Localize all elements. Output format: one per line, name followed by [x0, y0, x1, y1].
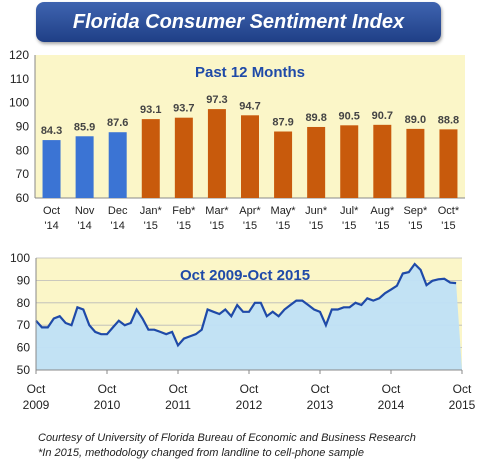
- y-tick-label: 80: [17, 296, 31, 310]
- x-tick-label-year: '14: [44, 220, 58, 232]
- chart-subtitle: Past 12 Months: [195, 64, 305, 81]
- x-tick-label-year: '15: [375, 220, 389, 232]
- x-tick-label-month: Jun*: [305, 205, 328, 217]
- area-chart-oct-2009-oct-2015: 50 60 70 80 90 100 Oct 2009-Oct 2015 Oct 2009 Oct…: [10, 251, 476, 412]
- x-tick-label-year: '15: [342, 220, 356, 232]
- x-tick-label-year: 2015: [449, 398, 476, 412]
- x-tick-label-year: '14: [77, 220, 91, 232]
- x-tick-label-year: 2010: [94, 398, 121, 412]
- x-tick-label-month: Nov: [75, 205, 95, 217]
- bar-value-label: 93.1: [140, 104, 161, 116]
- bar-value-label: 97.3: [206, 94, 227, 106]
- y-tick-label: 100: [10, 251, 30, 265]
- x-tick-label-year: 2014: [378, 398, 405, 412]
- x-tick-label-month: Oct: [169, 382, 188, 396]
- bar-value-label: 88.8: [438, 114, 459, 126]
- bar: [274, 131, 293, 198]
- x-tick-label-month: Oct: [98, 382, 117, 396]
- x-tick-label-month: Aug*: [370, 205, 395, 217]
- y-tick-label: 60: [16, 191, 30, 205]
- y-tick-label: 90: [16, 120, 30, 134]
- bar-value-label: 90.5: [339, 110, 360, 122]
- bar: [75, 136, 94, 198]
- x-tick-label-year: '15: [243, 220, 257, 232]
- x-tick-label-month: Oct: [311, 382, 330, 396]
- bar-chart-past-12-months: 60 70 80 90 100 110 120 Past 12 Months 84.3 Oct '1…: [9, 48, 465, 232]
- bar: [174, 117, 193, 198]
- x-tick-label-year: 2012: [236, 398, 263, 412]
- y-tick-label: 120: [9, 48, 29, 62]
- y-tick-label: 100: [9, 96, 29, 110]
- series-area: [36, 264, 462, 370]
- x-tick-label-month: Jul*: [340, 205, 359, 217]
- x-tick-label-month: Sep*: [403, 205, 428, 217]
- x-tick-label-year: '15: [177, 220, 191, 232]
- bar: [42, 140, 61, 198]
- series-line: [35, 262, 457, 348]
- x-tick-label-year: 2011: [165, 398, 191, 412]
- x-tick-label-month: Oct*: [438, 205, 460, 217]
- x-tick-label-year: '15: [441, 220, 455, 232]
- bar-value-label: 89.0: [405, 114, 426, 126]
- x-tick-label-year: '15: [408, 220, 422, 232]
- y-tick-label: 70: [17, 318, 31, 332]
- y-tick-label: 90: [17, 273, 31, 287]
- x-tick-label-month: Oct: [43, 205, 60, 217]
- bar: [307, 126, 326, 198]
- x-tick-label-year: 2013: [307, 398, 334, 412]
- x-tick-label-month: Jan*: [140, 205, 163, 217]
- x-tick-label-month: Feb*: [172, 205, 196, 217]
- y-tick-label: 110: [10, 72, 29, 86]
- bar-value-label: 84.3: [41, 125, 62, 137]
- methodology-footnote: *In 2015, methodology changed from landl…: [38, 447, 364, 459]
- x-tick-label-year: '15: [144, 220, 158, 232]
- x-tick-label-month: Oct: [27, 382, 46, 396]
- bar: [373, 124, 392, 198]
- x-tick-label-year: '15: [276, 220, 290, 232]
- bar: [406, 128, 425, 198]
- bar: [340, 125, 359, 198]
- x-tick-label-year: 2009: [23, 398, 50, 412]
- x-tick-label-year: '14: [111, 220, 125, 232]
- x-tick-label-month: Mar*: [205, 205, 229, 217]
- bar-value-label: 93.7: [173, 103, 194, 115]
- x-tick-label-month: Oct: [453, 382, 472, 396]
- bar: [141, 119, 160, 198]
- source-footnote: Courtesy of University of Florida Bureau…: [38, 432, 416, 444]
- bar-value-label: 87.9: [272, 117, 293, 129]
- bar-value-label: 85.9: [74, 121, 95, 133]
- bar-value-label: 90.7: [372, 110, 393, 122]
- bar: [108, 132, 127, 198]
- bar: [439, 129, 458, 198]
- x-tick-label-month: Oct: [240, 382, 259, 396]
- chart-subtitle: Oct 2009-Oct 2015: [180, 267, 310, 284]
- bar-value-label: 87.6: [107, 117, 128, 129]
- bar: [241, 115, 259, 198]
- bar: [207, 109, 226, 198]
- x-tick-label-month: Oct: [382, 382, 401, 396]
- title-banner: Florida Consumer Sentiment Index: [36, 2, 441, 42]
- y-tick-label: 60: [17, 341, 31, 355]
- bar-value-label: 89.8: [305, 112, 326, 124]
- x-tick-label-year: '15: [309, 220, 323, 232]
- x-tick-label-year: '15: [210, 220, 224, 232]
- x-tick-label-month: Apr*: [239, 205, 261, 217]
- y-tick-label: 70: [16, 167, 30, 181]
- bar-value-label: 94.7: [239, 100, 260, 112]
- y-tick-label: 50: [17, 363, 31, 377]
- x-tick-label-month: Dec: [108, 205, 128, 217]
- y-tick-label: 80: [16, 143, 30, 157]
- chart-title: Florida Consumer Sentiment Index: [72, 11, 405, 33]
- x-tick-label-month: May*: [271, 205, 297, 217]
